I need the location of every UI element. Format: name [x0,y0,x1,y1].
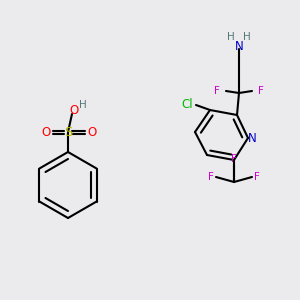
Text: S: S [64,125,72,139]
Text: F: F [258,86,264,96]
Text: O: O [69,103,79,116]
Text: O: O [87,125,97,139]
Text: F: F [214,86,220,96]
Text: H: H [79,100,87,110]
Text: N: N [235,40,243,53]
Text: Cl: Cl [181,98,193,112]
Text: H: H [227,32,235,42]
Text: F: F [254,172,260,182]
Text: O: O [41,125,51,139]
Text: F: F [208,172,214,182]
Text: F: F [231,154,237,164]
Text: N: N [248,131,256,145]
Text: H: H [243,32,251,42]
